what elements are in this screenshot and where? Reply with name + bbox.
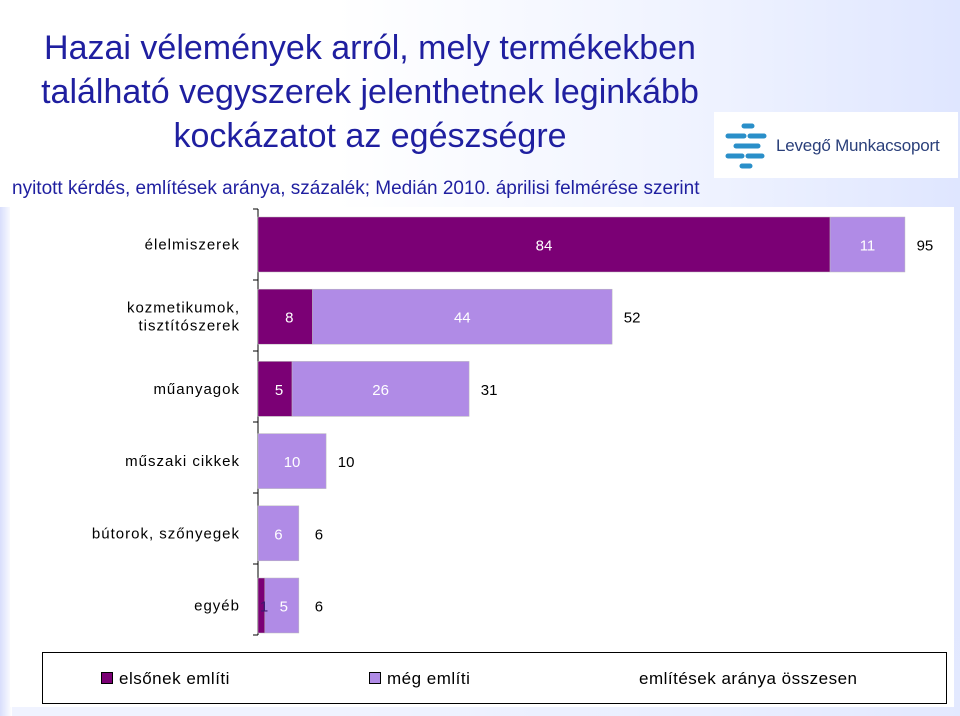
- bar-also-mentions: [257, 505, 300, 562]
- category-label: élelmiszerek: [145, 237, 240, 254]
- bar-also-mentions: [291, 361, 470, 417]
- bar-first-mention: [257, 288, 313, 345]
- category-label: tisztítószerek: [138, 318, 240, 335]
- legend-label-also: még említi: [387, 669, 471, 688]
- category-label: egyéb: [194, 598, 240, 615]
- legend-label-total: említések aránya összesen: [639, 669, 858, 688]
- category-label: kozmetikumok,: [127, 300, 240, 317]
- chart-subtitle: nyitott kérdés, említések aránya, százal…: [12, 178, 700, 199]
- logo-icon: [725, 123, 767, 169]
- data-label-also: 5: [280, 599, 288, 616]
- data-label-also: 10: [284, 454, 301, 471]
- data-label-also: 26: [372, 382, 389, 399]
- data-label-also: 11: [860, 238, 876, 255]
- logo: Levegő Munkacsoport: [714, 112, 958, 178]
- bar-first-mention: [257, 216, 831, 273]
- data-label-total: 95: [917, 238, 934, 255]
- bar-also-mentions: [264, 577, 300, 634]
- data-label-total: 31: [481, 382, 498, 399]
- data-label-first: 8: [285, 310, 293, 327]
- category-label: bútorok, szőnyegek: [92, 525, 240, 542]
- bar-also-mentions: [829, 216, 906, 273]
- data-label-first: 84: [536, 238, 553, 255]
- data-label-first: 1: [260, 599, 268, 616]
- legend: elsőnek említi még említi említések arán…: [42, 652, 947, 704]
- legend-swatch-also: [369, 672, 381, 684]
- data-label-also: 44: [454, 310, 471, 327]
- data-label-total: 6: [315, 526, 323, 543]
- data-label-also: 6: [274, 526, 282, 543]
- data-label-total: 6: [315, 599, 323, 616]
- data-label-first: 5: [275, 382, 283, 399]
- bar-also-mentions: [257, 433, 327, 489]
- category-label: műszaki cikkek: [125, 453, 240, 470]
- data-label-total: 10: [338, 454, 355, 471]
- bar-also-mentions: [312, 288, 613, 345]
- logo-text: Levegő Munkacsoport: [776, 136, 940, 155]
- slide-title: Hazai vélemények arról, mely termékekben…: [41, 29, 699, 155]
- bar-first-mention: [257, 361, 293, 417]
- panel-edge: [0, 207, 12, 716]
- legend-label-first: elsőnek említi: [119, 669, 230, 688]
- data-label-total: 52: [624, 310, 641, 327]
- category-label: műanyagok: [153, 381, 240, 398]
- legend-swatch-first: [101, 672, 113, 684]
